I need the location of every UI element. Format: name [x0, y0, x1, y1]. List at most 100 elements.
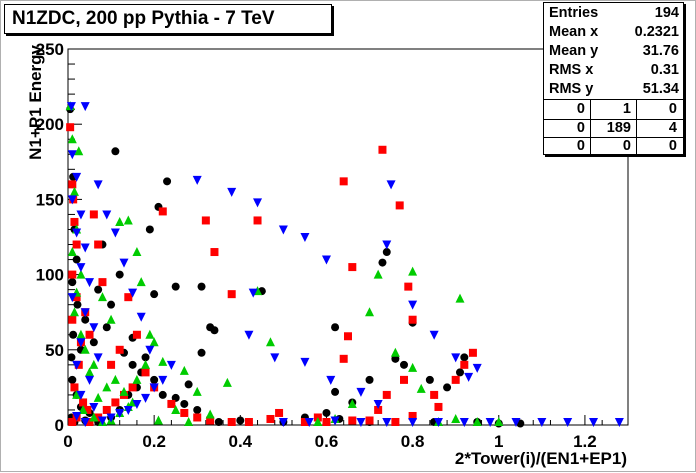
data-point-triangle-down	[408, 417, 418, 427]
data-point-square	[111, 398, 120, 407]
data-point-triangle-down	[67, 195, 77, 205]
data-point-triangle-up	[80, 344, 90, 354]
data-point-triangle-down	[382, 417, 392, 427]
data-point-circle	[102, 323, 111, 332]
data-point-triangle-down	[511, 417, 521, 427]
data-point-circle	[180, 399, 189, 408]
x-tick-label: 0.2	[142, 432, 166, 451]
data-point-triangle-down	[485, 417, 495, 427]
data-point-triangle-down	[373, 399, 383, 409]
data-point-square	[339, 177, 348, 186]
data-point-triangle-up	[85, 367, 95, 377]
data-point-square	[107, 360, 116, 369]
data-point-circle	[73, 300, 82, 309]
data-point-triangle-up	[89, 412, 99, 422]
data-point-square	[322, 417, 331, 426]
data-point-circle	[365, 375, 374, 384]
chart-title: N1ZDC, 200 pp Pythia - 7 TeV	[4, 4, 332, 34]
overflow-cell: 0	[668, 138, 677, 154]
data-point-triangle-down	[76, 338, 86, 348]
data-point-square	[68, 417, 77, 426]
data-point-square	[132, 330, 141, 339]
stat-rms-x: RMS x 0.31	[544, 61, 683, 79]
stat-mean-x: Mean x 0.2321	[544, 23, 683, 41]
x-tick-label: 1.2	[573, 432, 597, 451]
data-point-triangle-down	[459, 417, 469, 427]
data-point-square	[115, 345, 124, 354]
overflow-row-separator	[544, 137, 683, 138]
data-point-circle	[214, 417, 223, 426]
data-point-square	[85, 417, 94, 426]
data-point-square	[66, 123, 75, 132]
data-point-square	[98, 278, 107, 287]
overflow-cell: 189	[606, 120, 631, 136]
data-point-triangle-down	[433, 417, 443, 427]
data-point-circle	[111, 147, 120, 156]
data-point-triangle-down	[429, 330, 439, 340]
data-point-square	[128, 383, 137, 392]
data-point-square	[468, 348, 477, 357]
data-point-square	[395, 201, 404, 210]
data-point-triangle-down	[244, 330, 254, 340]
data-point-triangle-up	[192, 386, 202, 396]
data-point-circle	[400, 360, 408, 369]
data-point-square	[365, 416, 374, 425]
data-point-circle	[171, 282, 180, 291]
data-point-triangle-down	[300, 233, 310, 242]
data-point-circle	[378, 258, 387, 267]
data-point-triangle-down	[158, 375, 168, 385]
data-point-triangle-down	[253, 198, 263, 208]
data-point-triangle-down	[97, 416, 107, 426]
data-point-circle	[158, 390, 167, 399]
data-point-triangle-down	[93, 353, 103, 363]
data-point-square	[70, 217, 79, 226]
data-point-square	[378, 145, 387, 154]
data-point-circle	[331, 323, 340, 332]
overflow-row-separator	[544, 119, 683, 120]
data-point-square	[94, 240, 103, 249]
data-point-triangle-down	[76, 210, 86, 220]
data-point-circle	[331, 387, 340, 396]
data-point-circle	[382, 248, 391, 257]
plot-frame	[67, 48, 629, 426]
data-point-square	[193, 413, 202, 422]
data-point-triangle-down	[136, 312, 146, 322]
data-point-triangle-up	[158, 356, 168, 366]
data-point-square	[102, 405, 111, 414]
data-point-square	[94, 413, 103, 422]
data-point-triangle-up	[74, 146, 84, 156]
data-point-triangle-down	[89, 323, 99, 333]
overflow-cell: 0	[576, 101, 585, 117]
data-point-triangle-down	[80, 243, 90, 253]
data-point-triangle-up	[416, 383, 426, 393]
data-point-square	[408, 411, 417, 420]
data-point-square	[391, 417, 400, 426]
data-point-circle	[391, 354, 400, 363]
x-tick-label: 0.4	[228, 432, 252, 451]
data-point-square	[400, 375, 408, 384]
data-point-square	[348, 416, 357, 425]
data-point-triangle-down	[115, 408, 125, 418]
data-point-square	[180, 408, 189, 417]
overflow-col-separator	[590, 99, 591, 156]
data-point-square	[430, 390, 439, 399]
data-point-triangle-down	[330, 416, 340, 426]
data-point-triangle-down	[106, 413, 116, 423]
data-point-triangle-up	[373, 269, 383, 279]
data-point-circle	[150, 375, 159, 384]
data-point-circle	[115, 270, 124, 279]
data-point-square	[68, 270, 77, 279]
data-point-triangle-up	[153, 415, 163, 425]
data-point-triangle-down	[145, 345, 155, 355]
x-tick-label: 0.8	[401, 432, 425, 451]
data-point-square	[79, 398, 88, 407]
data-point-square	[408, 315, 417, 324]
data-point-circle	[150, 290, 159, 299]
data-point-circle	[107, 300, 116, 309]
data-point-square	[141, 368, 150, 377]
x-tick-label: 0	[63, 432, 72, 451]
data-point-circle	[171, 393, 180, 402]
data-point-square	[83, 405, 92, 414]
data-point-triangle-down	[382, 240, 392, 250]
stat-rms-y-label: RMS y	[549, 81, 594, 97]
